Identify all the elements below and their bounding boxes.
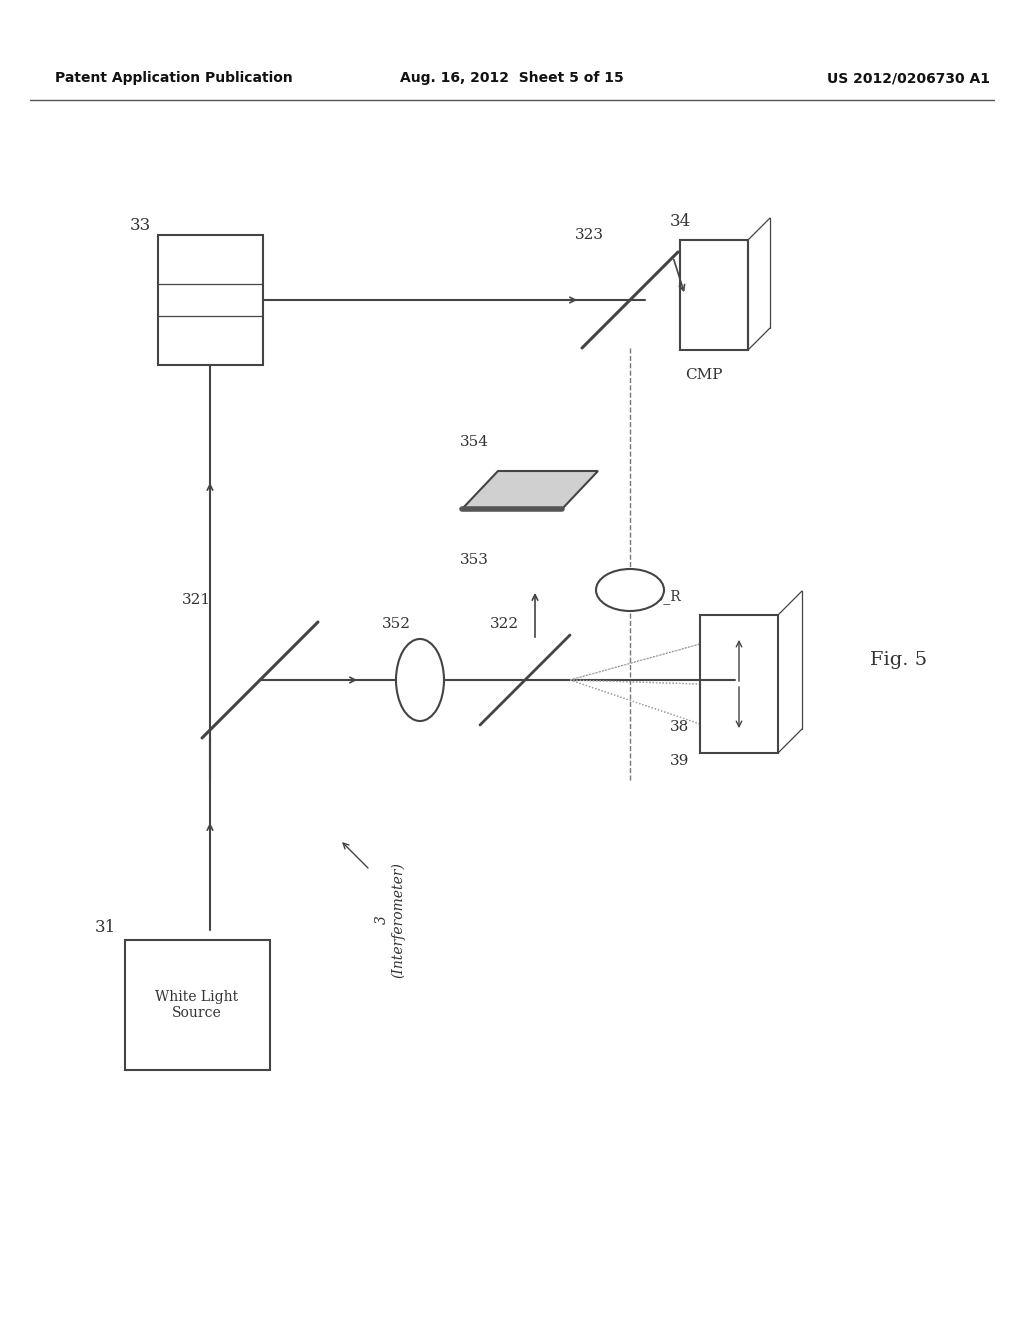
Text: Fig. 5: Fig. 5 — [870, 651, 927, 669]
Bar — [125, 940, 270, 1071]
Text: 34: 34 — [670, 214, 691, 231]
Text: OB_R: OB_R — [642, 590, 681, 605]
Bar — [700, 615, 778, 752]
Text: 3
(Interferometer): 3 (Interferometer) — [375, 862, 406, 978]
Text: 353: 353 — [460, 553, 488, 568]
Text: White Light
Source: White Light Source — [156, 990, 239, 1020]
Ellipse shape — [596, 569, 664, 611]
Text: Aug. 16, 2012  Sheet 5 of 15: Aug. 16, 2012 Sheet 5 of 15 — [400, 71, 624, 84]
Text: 323: 323 — [575, 228, 604, 242]
Text: 31: 31 — [95, 920, 117, 936]
Text: Patent Application Publication: Patent Application Publication — [55, 71, 293, 84]
Text: 33: 33 — [130, 216, 152, 234]
Text: 38: 38 — [670, 719, 689, 734]
Text: 322: 322 — [490, 616, 519, 631]
Bar — [680, 240, 748, 350]
Text: 352: 352 — [382, 616, 411, 631]
Polygon shape — [462, 471, 598, 510]
Text: 39: 39 — [670, 754, 689, 768]
Bar — [158, 235, 263, 366]
Text: 321: 321 — [182, 593, 211, 607]
Text: CMP: CMP — [685, 368, 723, 381]
Ellipse shape — [396, 639, 444, 721]
Text: 354: 354 — [460, 436, 489, 449]
Text: US 2012/0206730 A1: US 2012/0206730 A1 — [827, 71, 990, 84]
